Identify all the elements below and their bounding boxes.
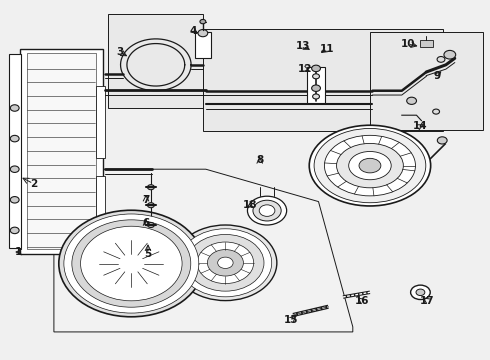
Circle shape [416, 289, 425, 296]
Circle shape [125, 259, 137, 268]
Bar [195, 32, 211, 58]
Circle shape [72, 220, 191, 307]
Text: 14: 14 [413, 121, 428, 131]
Text: 9: 9 [434, 71, 441, 81]
Text: 2: 2 [30, 179, 37, 189]
Circle shape [10, 197, 19, 203]
Circle shape [10, 105, 19, 111]
Circle shape [118, 254, 145, 273]
Circle shape [147, 203, 154, 208]
Bar [96, 176, 105, 248]
Circle shape [411, 285, 430, 300]
Text: 5: 5 [145, 249, 151, 259]
Circle shape [253, 200, 281, 221]
Text: 16: 16 [354, 296, 369, 306]
Circle shape [80, 226, 182, 301]
Text: 15: 15 [284, 315, 299, 325]
Text: 7: 7 [142, 195, 150, 205]
Bar [307, 67, 325, 103]
Circle shape [407, 97, 416, 104]
Circle shape [147, 185, 154, 190]
Bar [108, 14, 203, 108]
Circle shape [147, 222, 154, 228]
Circle shape [10, 227, 19, 234]
Circle shape [10, 166, 19, 172]
Circle shape [218, 257, 233, 269]
Circle shape [174, 225, 277, 301]
Text: 13: 13 [295, 41, 310, 51]
Bar [370, 32, 483, 130]
Circle shape [437, 57, 445, 62]
Circle shape [433, 109, 440, 114]
Bar [9, 54, 21, 248]
Bar [20, 49, 103, 254]
Text: 12: 12 [297, 64, 312, 74]
Ellipse shape [349, 152, 391, 180]
Bar [420, 40, 433, 47]
Circle shape [437, 137, 447, 144]
Polygon shape [54, 169, 353, 332]
Circle shape [313, 74, 319, 79]
Circle shape [179, 229, 271, 297]
Circle shape [313, 94, 319, 99]
Ellipse shape [337, 143, 403, 188]
Text: 10: 10 [400, 39, 415, 49]
Circle shape [247, 196, 287, 225]
Circle shape [110, 248, 153, 279]
Text: 8: 8 [256, 155, 263, 165]
Bar [27, 53, 96, 249]
Text: 3: 3 [117, 47, 123, 57]
Circle shape [59, 210, 204, 317]
Text: 6: 6 [143, 218, 149, 228]
Circle shape [187, 234, 264, 291]
Circle shape [200, 19, 206, 24]
Ellipse shape [314, 129, 426, 203]
Ellipse shape [359, 158, 381, 173]
Circle shape [259, 205, 275, 216]
Circle shape [99, 240, 163, 287]
Circle shape [444, 50, 456, 59]
Ellipse shape [309, 125, 431, 206]
Text: 11: 11 [320, 44, 335, 54]
Text: 1: 1 [15, 247, 22, 257]
Ellipse shape [324, 135, 416, 196]
Circle shape [90, 233, 172, 294]
Text: 4: 4 [190, 26, 197, 36]
Circle shape [198, 30, 208, 37]
Circle shape [197, 242, 254, 284]
Circle shape [312, 85, 320, 91]
Text: 17: 17 [420, 296, 435, 306]
Circle shape [207, 249, 244, 276]
Circle shape [64, 214, 199, 313]
Bar [96, 86, 105, 158]
Text: 18: 18 [243, 200, 257, 210]
Circle shape [312, 65, 320, 72]
Circle shape [10, 135, 19, 142]
Bar [203, 29, 443, 131]
